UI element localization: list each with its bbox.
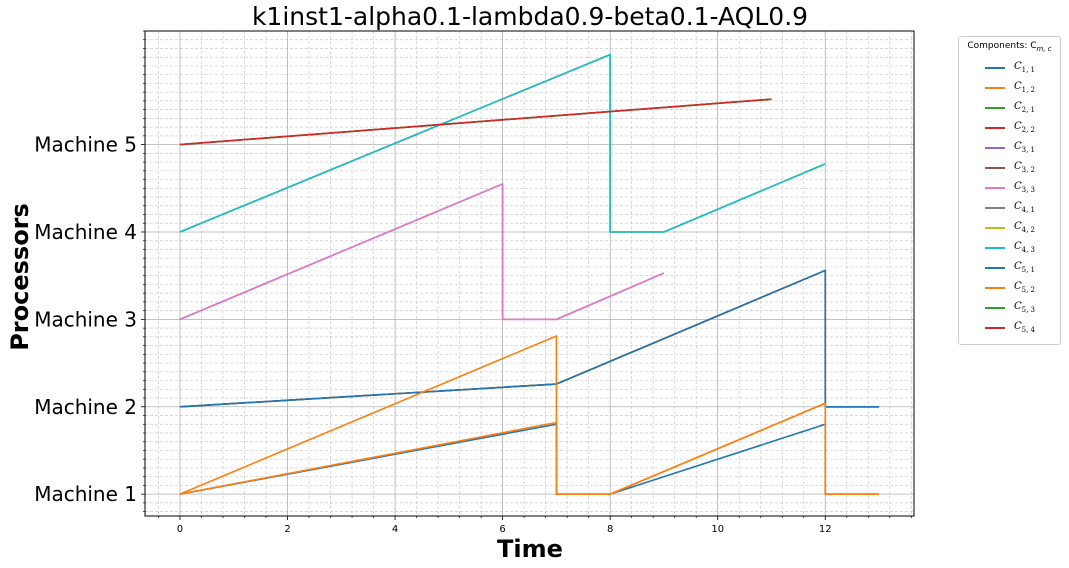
- legend-label: C4, 2: [1014, 221, 1036, 235]
- y-tick-label: Machine 5: [34, 133, 137, 157]
- series-line-c-5-2: [179, 335, 880, 495]
- legend-item: C3, 3: [959, 178, 1060, 198]
- legend-item: C2, 1: [959, 98, 1060, 118]
- x-axis-label: Time: [497, 535, 563, 563]
- legend-swatch: [985, 86, 1005, 89]
- minor-grid: [145, 30, 914, 516]
- y-tick-label: Machine 1: [34, 482, 137, 506]
- series-lines: [179, 53, 880, 495]
- legend-item: C5, 3: [959, 298, 1060, 318]
- x-tick-label: 2: [284, 524, 290, 535]
- x-axis-ticks: 0 2 4 6 8 10 12: [158, 516, 912, 535]
- x-tick-label: 6: [499, 524, 505, 535]
- legend-label: C3, 3: [1014, 181, 1036, 195]
- legend-label: C3, 2: [1014, 161, 1036, 175]
- legend-item: C5, 4: [959, 318, 1060, 338]
- y-axis-label: Processors: [6, 203, 34, 351]
- legend-swatch: [985, 266, 1005, 269]
- y-tick-label: Machine 3: [34, 307, 137, 331]
- x-tick-label: 12: [819, 524, 832, 535]
- legend-swatch: [985, 206, 1005, 209]
- legend-title: Components: Cm, c: [959, 41, 1060, 53]
- legend-item: C5, 1: [959, 258, 1060, 278]
- legend-swatch: [985, 126, 1005, 129]
- legend-swatch: [985, 166, 1005, 169]
- legend-title-text: Components: C: [967, 41, 1037, 51]
- legend-label: C4, 3: [1014, 241, 1036, 255]
- x-tick-label: 10: [711, 524, 724, 535]
- legend-swatch: [985, 306, 1005, 309]
- legend-label: C5, 3: [1014, 301, 1036, 315]
- series-line-c-5-4: [179, 98, 772, 146]
- legend-items: C1, 1 C1, 2 C2, 1 C2, 2 C3, 1 C3, 2 C3, 3 C4, 1…: [959, 58, 1060, 338]
- legend-swatch: [985, 106, 1005, 109]
- legend-item: C4, 1: [959, 198, 1060, 218]
- legend-swatch: [985, 66, 1005, 69]
- legend-item: C3, 1: [959, 138, 1060, 158]
- series-line-c-3-3: [179, 183, 665, 321]
- x-tick-label: 0: [177, 524, 183, 535]
- legend-label: C2, 1: [1014, 101, 1036, 115]
- x-tick-label: 8: [607, 524, 613, 535]
- chart-title: k1inst1-alpha0.1-lambda0.9-beta0.1-AQL0.…: [252, 2, 808, 31]
- legend-label: C5, 4: [1014, 321, 1036, 335]
- y-tick-label: Machine 4: [34, 220, 137, 244]
- legend-item: C3, 2: [959, 158, 1060, 178]
- legend-label: C3, 1: [1014, 141, 1036, 155]
- legend-swatch: [985, 326, 1005, 329]
- legend-title-subscript: m, c: [1036, 44, 1052, 53]
- series-line-c-5-1: [179, 269, 880, 408]
- legend-swatch: [985, 186, 1005, 189]
- legend-item: C1, 2: [959, 78, 1060, 98]
- y-axis-ticks: Machine 1 Machine 2 Machine 3 Machine 4 Mach…: [34, 30, 145, 512]
- legend-label: C1, 1: [1014, 61, 1036, 75]
- y-tick-label: Machine 2: [34, 395, 137, 419]
- legend-swatch: [985, 246, 1005, 249]
- legend-label: C2, 2: [1014, 121, 1036, 135]
- legend-label: C5, 1: [1014, 261, 1036, 275]
- legend-swatch: [985, 146, 1005, 149]
- legend-item: C2, 2: [959, 118, 1060, 138]
- legend-item: C4, 3: [959, 238, 1060, 258]
- series-line-c-4-3: [179, 53, 826, 233]
- legend-label: C5, 2: [1014, 281, 1036, 295]
- legend-swatch: [985, 286, 1005, 289]
- plot-frame: [144, 30, 915, 517]
- legend-label: C1, 2: [1014, 81, 1036, 95]
- x-tick-label: 4: [392, 524, 398, 535]
- legend: Components: Cm, c C1, 1 C1, 2 C2, 1 C2, 2 C3…: [958, 36, 1061, 345]
- legend-item: C4, 2: [959, 218, 1060, 238]
- legend-label: C4, 1: [1014, 201, 1036, 215]
- legend-item: C1, 1: [959, 58, 1060, 78]
- legend-item: C5, 2: [959, 278, 1060, 298]
- legend-swatch: [985, 226, 1005, 229]
